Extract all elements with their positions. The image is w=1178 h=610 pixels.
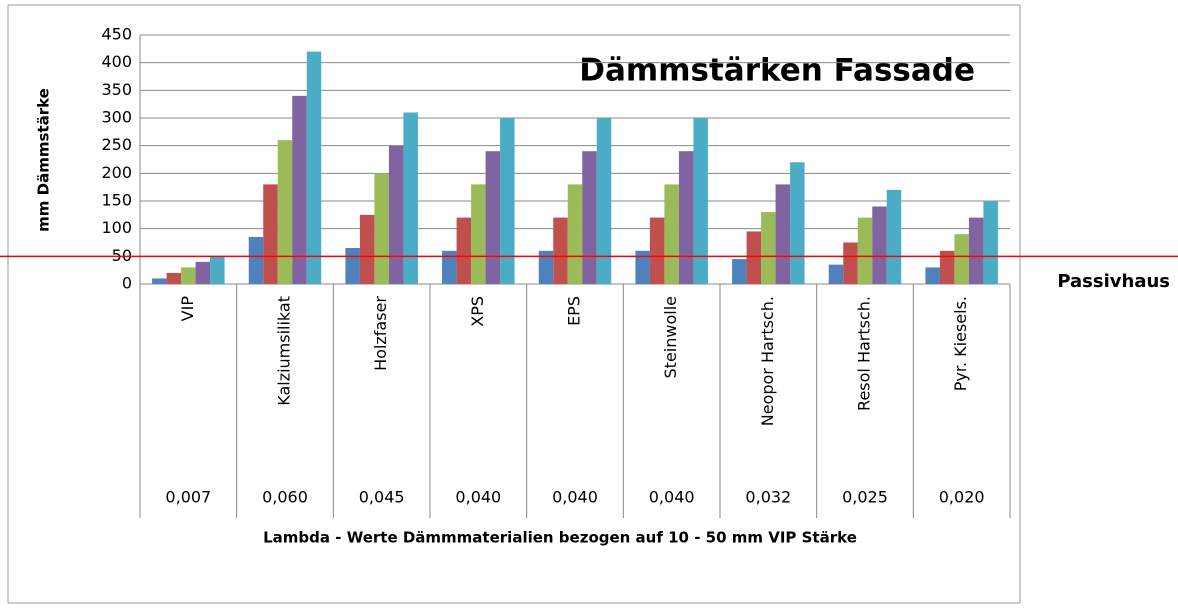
x-tick-label: XPS [468, 296, 487, 327]
x-tick-label: Steinwolle [661, 296, 680, 378]
bar [538, 250, 554, 284]
bar [596, 118, 612, 284]
category-value: 0,040 [552, 488, 598, 507]
x-tick-label: Pyr. Kiesels. [951, 296, 970, 391]
category-value: 0,032 [745, 488, 791, 507]
category-value: 0,007 [165, 488, 211, 507]
bar [263, 184, 278, 284]
y-tick-label: 200 [101, 163, 132, 182]
bar [456, 217, 472, 284]
y-tick-label: 400 [101, 52, 132, 71]
x-tick-label: Resol Hartsch. [855, 296, 874, 411]
category-value: 0,045 [359, 488, 405, 507]
bar [925, 267, 940, 284]
y-tick-label: 100 [101, 218, 132, 237]
bar [567, 184, 583, 284]
bar [388, 145, 404, 284]
bar [968, 217, 984, 284]
category-value: 0,060 [262, 488, 308, 507]
bar [277, 140, 293, 284]
bar [248, 236, 264, 284]
bar [195, 261, 211, 284]
bar [872, 206, 887, 284]
bar [292, 95, 307, 284]
x-axis-title: Lambda - Werte Dämmmaterialien bezogen a… [263, 529, 857, 547]
bar [403, 112, 418, 284]
x-tick-label: Neopor Hartsch. [758, 296, 777, 426]
bar [181, 267, 196, 284]
x-tick-label: EPS [565, 296, 584, 326]
x-tick-label: Holzfaser [371, 296, 390, 371]
bar [790, 162, 805, 284]
bar [442, 250, 457, 284]
x-tick-label: Kalziumsilikat [275, 296, 294, 406]
bar [693, 118, 708, 284]
bar [485, 151, 501, 284]
category-value: 0,040 [649, 488, 695, 507]
bar [553, 217, 568, 284]
bar [306, 51, 322, 284]
bar [345, 248, 360, 284]
category-value: 0,025 [842, 488, 888, 507]
chart-border [7, 4, 1021, 604]
y-tick-label: 150 [101, 191, 132, 210]
bar [649, 217, 665, 284]
y-tick-label: 350 [101, 80, 132, 99]
bar [746, 231, 762, 284]
bar [761, 212, 776, 284]
bar [954, 234, 969, 284]
bar [983, 201, 998, 284]
x-tick-label: VIP [178, 296, 197, 322]
bar [166, 272, 182, 284]
bar [210, 256, 225, 284]
bar [775, 184, 791, 284]
bar [857, 217, 873, 284]
y-tick-label: 50 [112, 246, 132, 265]
bar [471, 184, 486, 284]
category-value: 0,040 [455, 488, 501, 507]
bar [939, 250, 955, 284]
y-axis-title: mm Dämmstärke [35, 88, 53, 232]
y-tick-label: 250 [101, 135, 132, 154]
bar [843, 242, 858, 284]
bar [678, 151, 694, 284]
y-tick-label: 0 [122, 274, 132, 293]
bar [635, 250, 650, 284]
bar [664, 184, 679, 284]
bar [732, 259, 747, 284]
bar [374, 173, 389, 284]
bar [500, 118, 515, 284]
bar [582, 151, 597, 284]
reference-label: Passivhaus [1057, 271, 1170, 292]
bar [359, 214, 375, 284]
chart-title: Dämmstärken Fassade [579, 53, 975, 89]
bar [828, 264, 844, 284]
bar [886, 189, 902, 284]
category-value: 0,020 [939, 488, 985, 507]
y-tick-label: 450 [101, 25, 132, 44]
y-tick-label: 300 [101, 108, 132, 127]
bar [152, 278, 167, 284]
